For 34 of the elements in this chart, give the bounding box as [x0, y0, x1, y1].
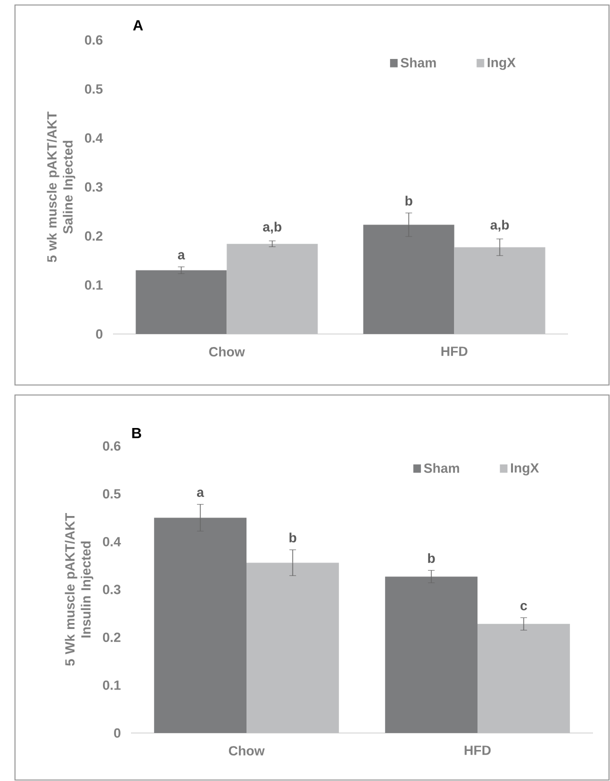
x-tick-label: HFD — [464, 746, 491, 755]
y-tick-label: 0.4 — [84, 133, 103, 143]
y-tick-label: 0.2 — [84, 231, 102, 241]
y-tick-label: 0.5 — [102, 489, 121, 499]
annotation: a — [196, 490, 204, 497]
y-tick-label: 0.1 — [102, 680, 121, 690]
y-axis-title: 5 Wk muscle pAKT/AKT Insulin Injected — [64, 512, 94, 666]
annotation: b — [406, 196, 412, 206]
y-tick-label: 0.3 — [102, 584, 120, 594]
y-tick-label: 0.3 — [84, 182, 102, 192]
annotation: a — [178, 252, 186, 260]
annotation: a,b — [490, 220, 509, 232]
y-tick-label: 0 — [96, 329, 102, 339]
y-tick-label: 0.4 — [102, 536, 121, 546]
legend-label: Sham — [400, 58, 436, 68]
legend-label: IngX — [488, 58, 516, 70]
x-tick-label: HFD — [441, 346, 468, 356]
annotation: b — [290, 532, 296, 542]
annotation: a,b — [263, 222, 282, 234]
y-tick-label: 0.2 — [102, 632, 120, 642]
y-tick-label: 0.6 — [84, 35, 102, 45]
x-tick-label: Chow — [228, 746, 265, 756]
legend-label: IngX — [511, 463, 539, 476]
x-tick-label: Chow — [209, 346, 245, 356]
annotation: c — [520, 603, 528, 610]
annotation: b — [428, 553, 435, 563]
y-tick-label: 0 — [114, 728, 120, 738]
chart-title: B — [132, 428, 142, 438]
legend-label: Sham — [424, 463, 460, 473]
y-axis-title: 5 wk muscle pAKT/AKT Saline Injected — [46, 112, 76, 262]
y-tick-label: 0.1 — [84, 280, 103, 290]
y-tick-label: 0.5 — [84, 84, 103, 94]
chart-title: A — [133, 20, 143, 30]
y-tick-label: 0.6 — [102, 441, 120, 451]
